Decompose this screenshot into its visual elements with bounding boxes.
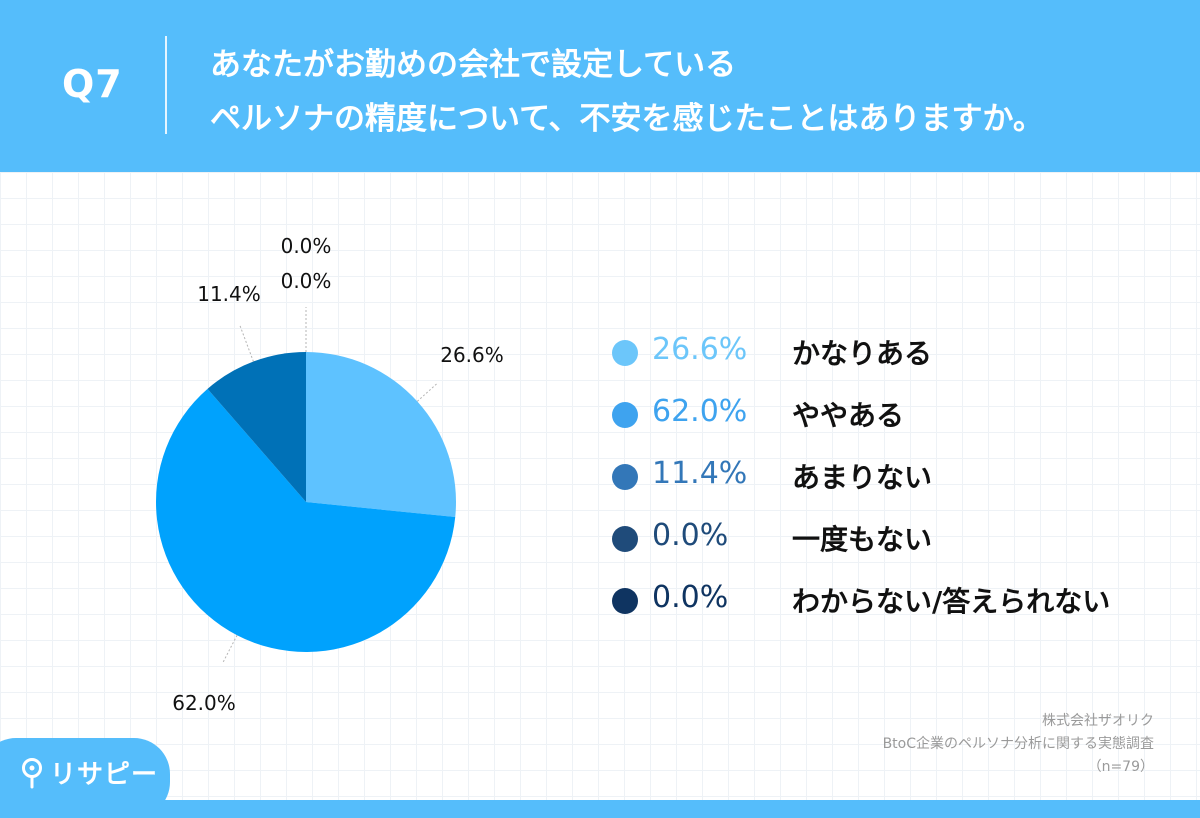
legend: 26.6% かなりある 62.0% ややある 11.4% あまりない 0.0% … [612, 330, 1172, 640]
pie-chart: 26.6% 62.0% 11.4% 0.0% 0.0% [156, 234, 504, 715]
slice-data-label: 26.6% [440, 343, 504, 367]
pie-slice [306, 352, 457, 518]
logo-text: リサピー [50, 760, 159, 790]
chart-panel [0, 172, 1200, 800]
legend-item: 62.0% ややある [612, 392, 1172, 454]
legend-dot [612, 402, 638, 428]
source-note: 株式会社ザオリク BtoC企業のペルソナ分析に関する実態調査 （n=79） [883, 710, 1154, 779]
slice-data-label: 62.0% [172, 691, 236, 715]
legend-percentage: 0.0% [652, 580, 729, 615]
legend-item: 0.0% 一度もない [612, 516, 1172, 578]
brand-logo: リサピー [20, 754, 158, 791]
header-divider [165, 36, 167, 134]
legend-label: あまりない [792, 461, 933, 494]
pin-icon [22, 757, 42, 788]
legend-percentage: 11.4% [652, 456, 748, 491]
pie-slice [207, 352, 306, 502]
legend-item: 11.4% あまりない [612, 454, 1172, 516]
legend-item: 0.0% わからない/答えられない [612, 578, 1172, 640]
legend-dot [612, 526, 638, 552]
legend-percentage: 0.0% [652, 518, 729, 553]
leader-line [238, 323, 254, 362]
source-company: 株式会社ザオリク [1042, 713, 1154, 729]
question-number: Q7 [62, 62, 123, 106]
header: Q7 あなたがお勤めの会社で設定している ペルソナの精度について、不安を感じたこ… [0, 0, 1200, 172]
slice-data-label: 0.0% [281, 234, 332, 258]
legend-percentage: 62.0% [652, 394, 748, 429]
legend-label: ややある [792, 399, 905, 432]
leader-line [222, 634, 238, 663]
leader-line [416, 382, 439, 402]
source-sample-size: （n=79） [1087, 759, 1154, 775]
legend-item: 26.6% かなりある [612, 330, 1172, 392]
legend-dot [612, 340, 638, 366]
legend-dot [612, 464, 638, 490]
source-survey: BtoC企業のペルソナ分析に関する実態調査 [882, 736, 1154, 752]
question-title: あなたがお勤めの会社で設定している ペルソナの精度について、不安を感じたことはあ… [210, 38, 1044, 146]
legend-label: かなりある [792, 337, 933, 370]
question-title-line-2: ペルソナの精度について、不安を感じたことはありますか。 [210, 101, 1044, 137]
question-title-line-1: あなたがお勤めの会社で設定している [210, 47, 737, 83]
legend-label: わからない/答えられない [792, 585, 1111, 618]
legend-percentage: 26.6% [652, 332, 748, 367]
slice-data-label: 0.0% [281, 269, 332, 293]
pie-slice [156, 388, 456, 652]
slice-data-label: 11.4% [197, 282, 261, 306]
legend-label: 一度もない [792, 523, 933, 556]
legend-dot [612, 588, 638, 614]
